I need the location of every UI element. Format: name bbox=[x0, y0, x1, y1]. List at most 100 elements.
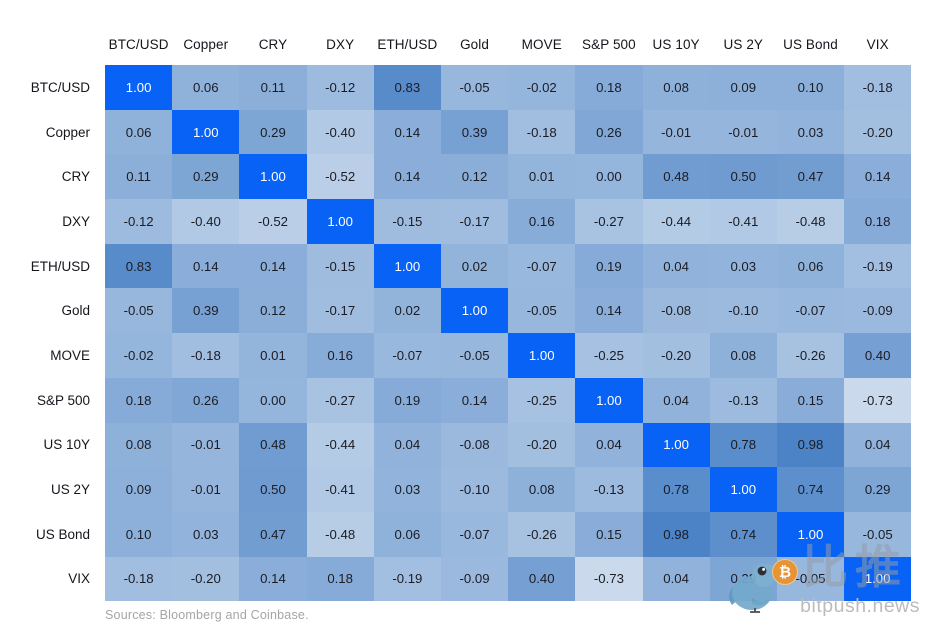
matrix-cell: -0.07 bbox=[508, 243, 576, 289]
matrix-cell: -0.05 bbox=[440, 333, 509, 378]
matrix-cell: 1.00 bbox=[306, 199, 374, 244]
matrix-cell: 0.02 bbox=[373, 288, 441, 334]
row-label: US 10Y bbox=[43, 437, 90, 453]
matrix-cell: 0.14 bbox=[239, 243, 307, 289]
matrix-cell: 0.06 bbox=[776, 243, 845, 289]
matrix-cell: 0.14 bbox=[172, 243, 240, 289]
matrix-cell: 0.18 bbox=[575, 65, 643, 110]
matrix-cell: 0.14 bbox=[575, 288, 643, 334]
column-header: S&P 500 bbox=[582, 37, 636, 52]
matrix-cell: -0.01 bbox=[172, 422, 240, 468]
matrix-cell: 0.04 bbox=[642, 556, 710, 602]
matrix-cell: 0.19 bbox=[575, 243, 643, 289]
matrix-cell: 0.03 bbox=[172, 511, 240, 557]
matrix-cell: 1.00 bbox=[709, 467, 777, 512]
matrix-cell: 0.09 bbox=[105, 467, 173, 512]
matrix-cell: -0.15 bbox=[306, 243, 374, 289]
matrix-cell: 0.14 bbox=[239, 556, 307, 602]
matrix-cell: -0.02 bbox=[105, 333, 173, 378]
matrix-cell: -0.17 bbox=[440, 199, 509, 244]
row-label: VIX bbox=[68, 571, 90, 587]
matrix-cell: -0.12 bbox=[306, 65, 374, 110]
matrix-cell: 0.83 bbox=[373, 65, 441, 110]
matrix-cell: 0.12 bbox=[239, 288, 307, 334]
matrix-cell: -0.18 bbox=[508, 109, 576, 155]
matrix-cell: -0.26 bbox=[776, 333, 845, 378]
matrix-cell: 0.04 bbox=[373, 422, 441, 468]
matrix-cell: 1.00 bbox=[575, 377, 643, 423]
row-label: US Bond bbox=[35, 526, 90, 542]
matrix-cell: 0.48 bbox=[642, 154, 710, 200]
matrix-cell: 0.14 bbox=[373, 109, 441, 155]
matrix-cell: 0.83 bbox=[105, 243, 173, 289]
bird-icon bbox=[728, 563, 784, 613]
source-note: Sources: Bloomberg and Coinbase. bbox=[105, 608, 309, 622]
matrix-cell: 0.47 bbox=[776, 154, 845, 200]
matrix-cell: -0.01 bbox=[172, 467, 240, 512]
matrix-cell: -0.07 bbox=[440, 511, 509, 557]
matrix-cell: -0.19 bbox=[373, 556, 441, 602]
matrix-cell: -0.20 bbox=[642, 333, 710, 378]
matrix-cell: -0.18 bbox=[105, 556, 173, 602]
matrix-cell: -0.05 bbox=[844, 511, 912, 557]
row-label: Copper bbox=[45, 124, 90, 140]
matrix-cell: 0.40 bbox=[508, 556, 576, 602]
matrix-cell: 0.78 bbox=[642, 467, 710, 512]
matrix-cell: 0.00 bbox=[239, 377, 307, 423]
matrix-cell: 0.50 bbox=[239, 467, 307, 512]
column-header: US 10Y bbox=[652, 37, 700, 52]
matrix-cell: 0.04 bbox=[844, 422, 912, 468]
matrix-cell: 0.16 bbox=[508, 199, 576, 244]
matrix-cell: 0.74 bbox=[709, 511, 777, 557]
matrix-cell: -0.20 bbox=[508, 422, 576, 468]
matrix-cell: -0.01 bbox=[709, 109, 777, 155]
matrix-cell: 0.19 bbox=[373, 377, 441, 423]
matrix-cell: -0.07 bbox=[776, 288, 845, 334]
matrix-cell: -0.02 bbox=[508, 65, 576, 110]
matrix-cell: -0.12 bbox=[105, 199, 173, 244]
matrix-cell: 0.10 bbox=[105, 511, 173, 557]
matrix-cell: -0.08 bbox=[440, 422, 509, 468]
matrix-cell: 0.14 bbox=[373, 154, 441, 200]
matrix-cell: -0.25 bbox=[508, 377, 576, 423]
column-header: BTC/USD bbox=[108, 37, 169, 52]
bitpush-watermark: ₿ 比推 bitpush.news bbox=[726, 540, 922, 626]
matrix-cell: -0.10 bbox=[440, 467, 509, 512]
row-label: CRY bbox=[61, 169, 90, 185]
matrix-cell: 0.18 bbox=[105, 377, 173, 423]
matrix-cell: -0.52 bbox=[239, 199, 307, 244]
row-label: ETH/USD bbox=[30, 258, 90, 274]
watermark-brand: bitpush.news bbox=[800, 595, 920, 617]
column-header: Gold bbox=[460, 37, 489, 52]
matrix-cell: -0.05 bbox=[105, 288, 173, 334]
row-label: US 2Y bbox=[50, 482, 90, 498]
matrix-cell: 0.78 bbox=[709, 422, 777, 468]
row-label: Gold bbox=[61, 303, 90, 319]
matrix-cell: -0.09 bbox=[844, 288, 912, 334]
matrix-cell: 0.04 bbox=[642, 377, 710, 423]
matrix-cell: 1.00 bbox=[776, 511, 845, 557]
matrix-cell: -0.48 bbox=[306, 511, 374, 557]
matrix-cell: 0.11 bbox=[105, 154, 173, 200]
matrix-cell: -0.73 bbox=[575, 556, 643, 602]
matrix-cell: 1.00 bbox=[844, 556, 912, 602]
matrix-cell: 0.14 bbox=[440, 377, 509, 423]
matrix-cell: 1.00 bbox=[172, 109, 240, 155]
matrix-cell: 1.00 bbox=[373, 243, 441, 289]
matrix-cell: -0.01 bbox=[642, 109, 710, 155]
correlation-heatmap: BTC/USD Copper CRY DXY ETH/USD Gold MOVE S&P 50… bbox=[30, 37, 912, 602]
matrix-cell: -0.40 bbox=[172, 199, 240, 244]
bitcoin-symbol: ₿ bbox=[778, 563, 792, 581]
column-header: CRY bbox=[258, 37, 288, 52]
matrix-cell: 0.06 bbox=[105, 109, 173, 155]
matrix-cell: 0.14 bbox=[844, 154, 912, 200]
matrix-cell: -0.17 bbox=[306, 288, 374, 334]
matrix-cell: -0.10 bbox=[709, 288, 777, 334]
column-header: US 2Y bbox=[723, 37, 764, 52]
row-label: MOVE bbox=[50, 347, 90, 363]
matrix-cell: 1.00 bbox=[239, 154, 307, 200]
matrix-cell: 0.08 bbox=[709, 333, 777, 378]
matrix-cell: 0.15 bbox=[575, 511, 643, 557]
matrix-cell: 0.98 bbox=[776, 422, 845, 468]
row-label: S&P 500 bbox=[36, 392, 90, 408]
